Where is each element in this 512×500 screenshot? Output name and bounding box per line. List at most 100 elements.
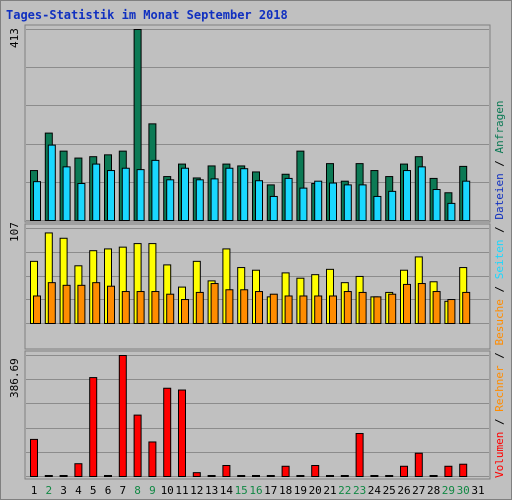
- besuche-bar: [166, 293, 175, 324]
- dateien-bar: [417, 166, 426, 222]
- dateien-bar: [358, 184, 367, 221]
- x-tick-label: 8: [134, 484, 141, 497]
- volumen-bar: [370, 475, 379, 477]
- volumen-bar: [44, 475, 53, 477]
- dateien-bar: [240, 168, 249, 221]
- besuche-bar: [121, 291, 130, 324]
- besuche-bar: [314, 295, 323, 324]
- y-max-label-pages: 107: [8, 222, 21, 242]
- volumen-bar: [89, 377, 98, 478]
- side-legend-part: Volumen: [493, 432, 506, 478]
- x-tick-label: 12: [190, 484, 203, 497]
- volumen-bar: [414, 452, 423, 477]
- besuche-bar: [255, 291, 263, 324]
- dateien-bar: [462, 180, 471, 222]
- volumen-bar: [266, 475, 275, 477]
- side-legend-part: Anfragen: [493, 100, 506, 153]
- volumen-bar: [118, 355, 127, 477]
- besuche-bar: [181, 299, 189, 325]
- volumen-bar: [400, 465, 408, 478]
- volumen-bar: [148, 441, 157, 478]
- side-legend-part: Dateien: [493, 173, 506, 219]
- x-tick-label: 30: [457, 484, 470, 497]
- x-tick-label: 21: [323, 484, 336, 497]
- volumen-bar: [59, 475, 68, 477]
- x-tick-label: 15: [235, 484, 248, 497]
- volumen-bar: [252, 475, 260, 477]
- volumen-bar: [222, 465, 231, 477]
- volumen-bar: [296, 475, 305, 477]
- besuche-bar: [107, 285, 115, 324]
- volumen-bar: [311, 465, 320, 477]
- dateien-bar: [121, 167, 130, 221]
- besuche-bar: [92, 282, 101, 324]
- x-tick-label: 18: [279, 484, 292, 497]
- dateien-bar: [33, 181, 41, 221]
- dateien-bar: [284, 177, 293, 221]
- side-legend-part: /: [493, 412, 506, 432]
- dateien-bar: [62, 166, 71, 222]
- besuche-bar: [77, 284, 86, 324]
- x-tick-label: 3: [60, 484, 67, 497]
- x-tick-label: 17: [264, 484, 277, 497]
- y-max-label-hits: 413: [8, 28, 21, 48]
- besuche-bar: [447, 299, 456, 325]
- x-tick-label: 10: [161, 484, 174, 497]
- x-tick-label: 4: [75, 484, 82, 497]
- side-legend-part: /: [493, 220, 506, 240]
- volumen-bar: [237, 475, 246, 477]
- x-tick-label: 9: [149, 484, 156, 497]
- bars: [30, 29, 471, 478]
- x-tick-label: 1: [31, 484, 38, 497]
- dateien-bar: [195, 179, 204, 221]
- besuche-bar: [136, 291, 145, 324]
- volumen-bar: [355, 433, 364, 477]
- besuche-bar: [417, 283, 426, 324]
- dateien-bar: [210, 178, 219, 222]
- volumen-bar: [30, 438, 38, 478]
- x-tick-label: 14: [220, 484, 234, 497]
- x-tick-label: 19: [294, 484, 307, 497]
- x-tick-label: 6: [105, 484, 112, 497]
- dateien-bar: [299, 187, 308, 222]
- chart-title: Tages-Statistik im Monat September 2018: [6, 8, 288, 22]
- x-axis-day-labels: 1 2 3 4 5 6 7 8 9 10 11 12 13 14 15 16 17 18 19 20 21 22 23 24 2…: [31, 484, 485, 497]
- besuche-bar: [210, 283, 219, 324]
- dateien-bar: [136, 169, 145, 221]
- dateien-bar: [388, 190, 397, 222]
- volumen-bar: [163, 387, 172, 477]
- side-legend-part: Rechner: [493, 365, 506, 412]
- volumen-bar: [178, 389, 186, 477]
- dateien-bar: [432, 189, 441, 221]
- side-legend-part: Seiten: [493, 240, 506, 280]
- x-tick-label: 28: [427, 484, 440, 497]
- volumen-bar: [281, 465, 290, 478]
- panel-volume: [24, 350, 491, 480]
- side-legend: Volumen / Rechner / Besuche / Seiten / D…: [493, 100, 506, 478]
- dateien-bar: [373, 195, 382, 221]
- x-tick-label: 29: [442, 484, 455, 497]
- besuche-bar: [373, 296, 382, 324]
- x-tick-label: 2: [45, 484, 52, 497]
- dateien-bar: [403, 170, 411, 221]
- x-tick-label: 11: [175, 484, 188, 497]
- besuche-bar: [462, 291, 471, 324]
- dateien-bar: [314, 180, 323, 222]
- besuche-bar: [329, 295, 337, 324]
- besuche-bar: [432, 291, 441, 324]
- volumen-bar: [74, 463, 83, 477]
- besuche-bar: [62, 284, 71, 324]
- x-tick-label: 25: [383, 484, 396, 497]
- volumen-bar: [104, 475, 112, 477]
- dateien-bar: [181, 167, 189, 221]
- dateien-bar: [166, 179, 175, 221]
- x-tick-label: 13: [205, 484, 218, 497]
- besuche-bar: [240, 289, 249, 325]
- besuche-bar: [151, 291, 160, 324]
- dateien-bar: [107, 170, 115, 221]
- besuche-bar: [299, 295, 308, 324]
- dateien-bar: [47, 144, 56, 221]
- side-legend-part: Besuche: [493, 299, 506, 345]
- side-legend-part: /: [493, 346, 506, 366]
